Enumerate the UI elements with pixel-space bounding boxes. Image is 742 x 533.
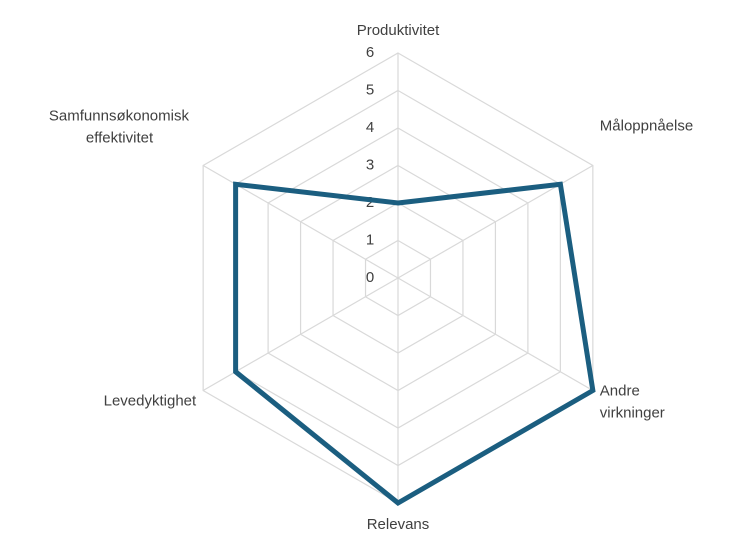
category-label: Relevans — [367, 516, 430, 533]
category-label: Levedyktighet — [104, 392, 197, 409]
spoke — [397, 277, 594, 392]
category-label: Måloppnåelse — [600, 117, 693, 134]
category-label: Andre virkninger — [600, 382, 665, 421]
y-tick-label: 1 — [366, 231, 374, 248]
y-tick-label: 4 — [366, 119, 374, 136]
category-label: Produktivitet — [357, 22, 440, 39]
y-tick-label: 0 — [366, 269, 374, 286]
series-line — [233, 181, 596, 507]
y-tick-label: 3 — [366, 156, 374, 173]
y-tick-label: 6 — [366, 44, 374, 61]
category-label: Samfunnsøkonomisk effektivitet — [49, 107, 193, 146]
y-tick-label: 2 — [366, 194, 374, 211]
y-tick-label: 5 — [366, 81, 374, 98]
